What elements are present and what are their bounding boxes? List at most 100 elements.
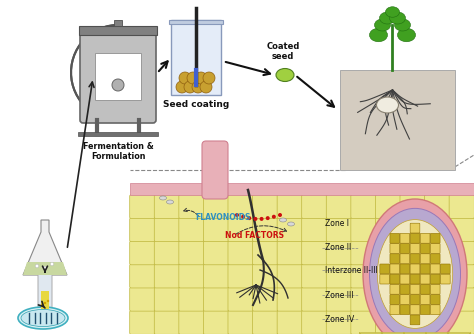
FancyBboxPatch shape xyxy=(130,264,155,288)
Text: Zone IV: Zone IV xyxy=(325,315,354,324)
FancyBboxPatch shape xyxy=(400,311,425,334)
FancyBboxPatch shape xyxy=(382,333,404,334)
FancyBboxPatch shape xyxy=(375,241,401,265)
Ellipse shape xyxy=(18,307,68,329)
FancyBboxPatch shape xyxy=(351,241,376,265)
FancyBboxPatch shape xyxy=(449,218,474,241)
Circle shape xyxy=(179,72,191,84)
FancyBboxPatch shape xyxy=(420,254,430,264)
Circle shape xyxy=(247,216,251,220)
FancyBboxPatch shape xyxy=(390,254,400,264)
FancyBboxPatch shape xyxy=(400,218,425,241)
FancyBboxPatch shape xyxy=(203,195,228,218)
FancyBboxPatch shape xyxy=(390,264,400,274)
FancyBboxPatch shape xyxy=(326,241,351,265)
FancyBboxPatch shape xyxy=(400,305,410,315)
Circle shape xyxy=(254,217,257,221)
FancyBboxPatch shape xyxy=(380,264,390,274)
Circle shape xyxy=(278,213,282,217)
FancyBboxPatch shape xyxy=(430,254,440,264)
FancyBboxPatch shape xyxy=(400,284,410,294)
FancyBboxPatch shape xyxy=(179,218,204,241)
FancyBboxPatch shape xyxy=(253,287,278,311)
FancyBboxPatch shape xyxy=(228,287,253,311)
Circle shape xyxy=(241,215,245,219)
FancyBboxPatch shape xyxy=(130,311,155,334)
FancyBboxPatch shape xyxy=(203,218,228,241)
Bar xyxy=(340,70,455,170)
FancyBboxPatch shape xyxy=(430,233,440,243)
FancyBboxPatch shape xyxy=(430,284,440,294)
Ellipse shape xyxy=(377,220,453,328)
Ellipse shape xyxy=(363,199,467,334)
FancyBboxPatch shape xyxy=(425,218,450,241)
Circle shape xyxy=(43,266,47,270)
FancyBboxPatch shape xyxy=(400,243,410,254)
FancyBboxPatch shape xyxy=(448,333,470,334)
FancyBboxPatch shape xyxy=(360,333,383,334)
FancyBboxPatch shape xyxy=(420,295,430,304)
FancyBboxPatch shape xyxy=(410,233,420,243)
FancyBboxPatch shape xyxy=(400,287,425,311)
FancyBboxPatch shape xyxy=(203,264,228,288)
FancyBboxPatch shape xyxy=(410,305,420,315)
FancyBboxPatch shape xyxy=(426,333,448,334)
Ellipse shape xyxy=(374,19,391,31)
Circle shape xyxy=(272,215,276,219)
FancyBboxPatch shape xyxy=(390,284,400,294)
Ellipse shape xyxy=(394,19,410,31)
FancyBboxPatch shape xyxy=(410,284,420,294)
Circle shape xyxy=(176,81,188,93)
Ellipse shape xyxy=(280,218,286,222)
FancyBboxPatch shape xyxy=(449,287,474,311)
FancyBboxPatch shape xyxy=(375,195,401,218)
Text: Zone I: Zone I xyxy=(325,218,349,227)
Ellipse shape xyxy=(21,310,65,327)
FancyBboxPatch shape xyxy=(410,264,420,274)
Circle shape xyxy=(195,72,207,84)
Bar xyxy=(41,291,49,309)
FancyBboxPatch shape xyxy=(380,274,390,284)
FancyBboxPatch shape xyxy=(382,332,404,334)
FancyBboxPatch shape xyxy=(301,195,327,218)
Bar xyxy=(130,183,474,195)
Ellipse shape xyxy=(390,12,405,24)
FancyBboxPatch shape xyxy=(425,287,450,311)
FancyBboxPatch shape xyxy=(430,243,440,254)
FancyBboxPatch shape xyxy=(130,241,155,265)
Circle shape xyxy=(200,81,212,93)
Ellipse shape xyxy=(370,28,388,42)
FancyBboxPatch shape xyxy=(430,274,440,284)
FancyBboxPatch shape xyxy=(440,264,450,274)
FancyBboxPatch shape xyxy=(277,311,302,334)
FancyBboxPatch shape xyxy=(130,195,155,218)
FancyBboxPatch shape xyxy=(326,264,351,288)
FancyBboxPatch shape xyxy=(410,243,420,254)
Ellipse shape xyxy=(376,97,399,113)
FancyBboxPatch shape xyxy=(400,254,410,264)
Text: Zone II: Zone II xyxy=(325,243,351,252)
FancyBboxPatch shape xyxy=(449,241,474,265)
Circle shape xyxy=(203,72,215,84)
FancyBboxPatch shape xyxy=(130,218,155,241)
FancyBboxPatch shape xyxy=(425,311,450,334)
FancyBboxPatch shape xyxy=(410,223,420,233)
FancyBboxPatch shape xyxy=(80,32,156,123)
FancyBboxPatch shape xyxy=(203,287,228,311)
FancyBboxPatch shape xyxy=(203,311,228,334)
FancyBboxPatch shape xyxy=(38,269,52,312)
FancyBboxPatch shape xyxy=(390,295,400,304)
FancyBboxPatch shape xyxy=(154,195,180,218)
FancyBboxPatch shape xyxy=(301,264,327,288)
FancyBboxPatch shape xyxy=(375,311,401,334)
FancyBboxPatch shape xyxy=(253,311,278,334)
FancyBboxPatch shape xyxy=(179,264,204,288)
FancyBboxPatch shape xyxy=(426,332,448,334)
FancyBboxPatch shape xyxy=(420,233,430,243)
FancyBboxPatch shape xyxy=(154,241,180,265)
Ellipse shape xyxy=(159,196,166,200)
Text: FLAVONOIDS: FLAVONOIDS xyxy=(195,213,250,222)
Ellipse shape xyxy=(398,28,416,42)
FancyBboxPatch shape xyxy=(326,311,351,334)
Circle shape xyxy=(187,72,199,84)
